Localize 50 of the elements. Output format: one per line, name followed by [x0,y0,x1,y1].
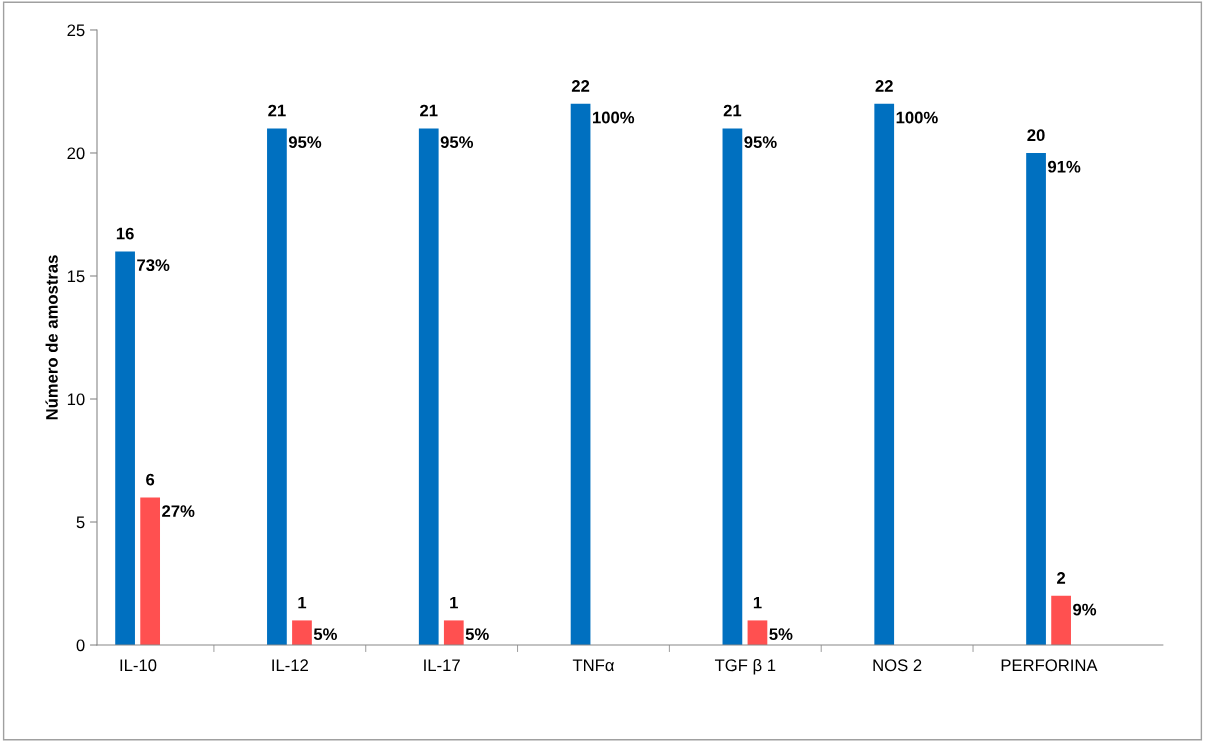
data-label: 22 [571,80,590,92]
x-tick-label: NOS 2 [873,659,922,672]
annotation: 73% [137,259,170,272]
bar [722,128,743,646]
x-tick-label: TGF β 1 [714,658,776,675]
y-tick-label: 25 [67,24,85,37]
annotation: 100% [593,111,635,124]
data-label: 2 [1057,572,1066,584]
annotation: 95% [288,136,322,149]
bar [267,128,287,646]
data-label: 20 [1027,129,1045,142]
x-tick-label: PERFORINA [1001,659,1098,672]
bar [292,620,312,646]
data-label: 21 [723,104,742,117]
data-label: 1 [298,596,307,609]
bar [874,103,895,646]
bar [1026,152,1046,646]
annotation: 95% [440,136,474,149]
data-label: 1 [753,596,762,609]
data-label: 6 [146,473,155,486]
bar [747,620,768,646]
bar [443,620,464,646]
y-tick-label: 15 [67,270,85,283]
y-tick-label: 10 [67,393,85,406]
x-tick-label: IL-10 [120,659,157,672]
bar [140,497,161,646]
x-tick-label: TNFα [572,659,615,672]
annotation: 100% [896,111,938,124]
y-tick-label: 5 [76,516,85,529]
data-label: 21 [420,104,438,117]
annotation: 5% [465,628,489,641]
annotation: 5% [313,628,337,641]
annotation: 5% [769,628,793,641]
data-label: 22 [875,80,893,92]
y-tick-label: 20 [67,147,85,160]
bar [418,128,439,646]
bar [1051,595,1071,646]
annotation: 27% [162,505,195,517]
y-axis-title: Número de amostras [45,255,58,420]
annotation: 9% [1073,603,1097,616]
annotation: 91% [1048,160,1081,173]
annotation: 95% [744,136,777,149]
y-tick-label: 0 [76,639,85,652]
data-label: 21 [268,104,286,117]
data-label: 1 [450,596,458,609]
x-tick-label: IL-17 [424,659,460,671]
data-label: 16 [116,227,134,240]
bar [115,251,135,646]
x-tick-label: IL-12 [272,659,308,671]
bar [570,103,591,646]
